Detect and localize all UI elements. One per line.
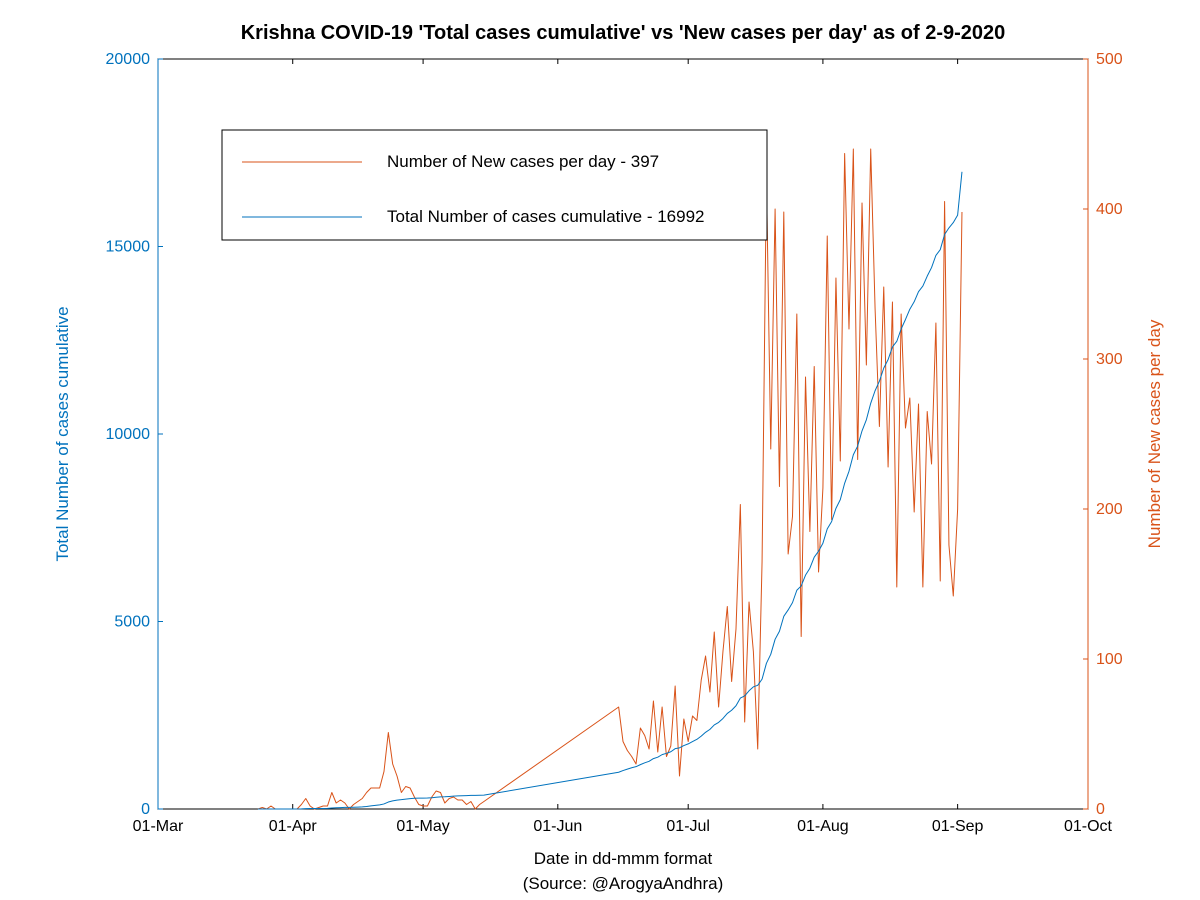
y-left-tick-label: 15000: [106, 239, 151, 256]
x-tick-label: 01-Jun: [533, 818, 582, 835]
chart-container: 01-Mar 01-Apr 01-May 01-Jun 01-Jul 01-Aug 01-S…: [0, 0, 1200, 900]
x-tick-label: 01-Mar: [133, 818, 184, 835]
y-left-title: Total Number of cases cumulative: [53, 306, 72, 561]
x-tick-label: 01-Sep: [932, 818, 984, 835]
y-right-tick-label: 300: [1096, 351, 1123, 368]
y-right-tick-label: 200: [1096, 501, 1123, 518]
y-left-tick-label: 5000: [114, 614, 150, 631]
y-right-title: Number of New cases per day: [1145, 319, 1164, 548]
x-tick-label: 01-Oct: [1064, 818, 1113, 835]
x-tick-label: 01-Aug: [797, 818, 849, 835]
legend-label: Total Number of cases cumulative - 16992: [387, 207, 705, 226]
legend-label: Number of New cases per day - 397: [387, 152, 659, 171]
chart-svg: 01-Mar 01-Apr 01-May 01-Jun 01-Jul 01-Aug 01-S…: [0, 0, 1200, 900]
chart-title: Krishna COVID-19 'Total cases cumulative…: [241, 22, 1006, 44]
x-axis-title-line2: (Source: @ArogyaAndhra): [523, 874, 724, 893]
x-tick-label: 01-Jul: [666, 818, 710, 835]
y-right-tick-label: 0: [1096, 801, 1105, 818]
series-new-cases: [258, 149, 962, 809]
x-tick-label: 01-Apr: [269, 818, 318, 835]
y-left-tick-label: 0: [141, 801, 150, 818]
y-right-tick-label: 400: [1096, 201, 1123, 218]
y-left-tick-label: 20000: [106, 51, 151, 68]
y-right-tick-label: 100: [1096, 651, 1123, 668]
y-right-tick-label: 500: [1096, 51, 1123, 68]
y-left-tick-label: 10000: [106, 426, 151, 443]
x-tick-label: 01-May: [396, 818, 449, 835]
x-axis-title-line1: Date in dd-mmm format: [534, 849, 713, 868]
